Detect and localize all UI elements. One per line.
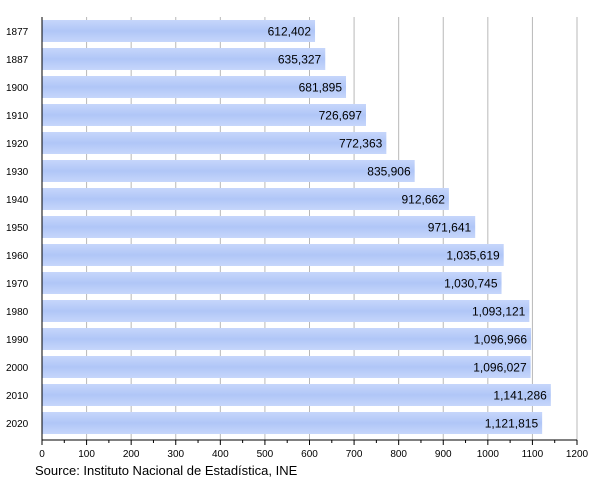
x-tick-label: 0 xyxy=(39,449,45,460)
x-tick-label: 300 xyxy=(167,449,184,460)
data-label: 835,906 xyxy=(367,165,411,179)
y-tick-label: 1900 xyxy=(6,83,29,94)
x-tick-label: 1000 xyxy=(477,449,500,460)
y-tick-label: 1910 xyxy=(6,111,29,122)
data-label: 1,096,966 xyxy=(474,333,528,347)
x-tick-label: 600 xyxy=(301,449,318,460)
y-tick-label: 1980 xyxy=(6,307,29,318)
y-tick-label: 1960 xyxy=(6,251,29,262)
bar xyxy=(42,216,476,238)
y-tick-label: 2020 xyxy=(6,419,29,430)
bar xyxy=(42,272,502,294)
bar xyxy=(42,132,387,154)
data-label: 1,096,027 xyxy=(473,361,527,375)
x-tick-label: 700 xyxy=(346,449,363,460)
source-note: Source: Instituto Nacional de Estadístic… xyxy=(35,463,298,478)
y-tick-label: 1887 xyxy=(6,55,29,66)
x-tick-label: 1100 xyxy=(522,449,544,460)
y-tick-label: 1877 xyxy=(6,27,29,38)
y-tick-label: 1950 xyxy=(6,223,29,234)
bar xyxy=(42,76,347,98)
data-label: 1,141,286 xyxy=(493,389,547,403)
y-tick-label: 1970 xyxy=(6,279,29,290)
y-tick-label: 2010 xyxy=(6,391,29,402)
data-label: 1,030,745 xyxy=(444,277,498,291)
data-label: 1,121,815 xyxy=(485,417,539,431)
data-label: 1,093,121 xyxy=(472,305,526,319)
bar xyxy=(42,188,449,210)
bar xyxy=(42,356,531,378)
bar xyxy=(42,412,543,434)
bar xyxy=(42,244,504,266)
y-tick-label: 1920 xyxy=(6,139,29,150)
data-label: 612,402 xyxy=(268,25,312,39)
data-label: 912,662 xyxy=(402,193,446,207)
y-tick-label: 1930 xyxy=(6,167,29,178)
bar xyxy=(42,160,415,182)
x-tick-label: 800 xyxy=(390,449,407,460)
x-tick-label: 100 xyxy=(78,449,95,460)
bar xyxy=(42,328,532,350)
x-tick-label: 200 xyxy=(123,449,140,460)
bar xyxy=(42,48,326,70)
data-label: 726,697 xyxy=(319,109,363,123)
x-tick-label: 500 xyxy=(257,449,274,460)
bar xyxy=(42,104,366,126)
x-tick-label: 400 xyxy=(212,449,229,460)
y-tick-label: 1990 xyxy=(6,335,29,346)
bar xyxy=(42,384,551,406)
bar xyxy=(42,300,530,322)
y-tick-label: 2000 xyxy=(6,363,29,374)
data-label: 1,035,619 xyxy=(446,249,500,263)
data-label: 772,363 xyxy=(339,137,383,151)
x-tick-label: 900 xyxy=(435,449,452,460)
data-label: 635,327 xyxy=(278,53,322,67)
data-label: 681,895 xyxy=(299,81,343,95)
x-tick-label: 1200 xyxy=(566,449,589,460)
bar xyxy=(42,20,316,42)
y-tick-label: 1940 xyxy=(6,195,29,206)
data-label: 971,641 xyxy=(428,221,472,235)
